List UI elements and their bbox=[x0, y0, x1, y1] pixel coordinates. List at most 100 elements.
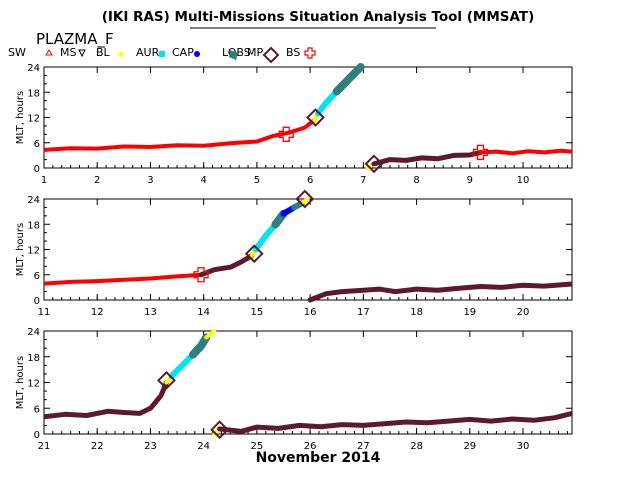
x-axis-label: November 2014 bbox=[256, 450, 381, 466]
bs-diamond-marker bbox=[295, 189, 315, 209]
series-line bbox=[332, 63, 365, 96]
series-line bbox=[478, 148, 572, 156]
x-tick-label: 2 bbox=[94, 175, 100, 186]
dot-icon bbox=[118, 51, 124, 57]
triangle-up-icon bbox=[45, 49, 53, 56]
cross-marker bbox=[193, 267, 209, 283]
legend-item: BS bbox=[262, 46, 300, 64]
x-tick-label: 25 bbox=[251, 441, 264, 452]
legend-item: SW bbox=[8, 46, 26, 59]
legend-item: CAP bbox=[159, 46, 194, 59]
legend-label: SW bbox=[8, 46, 26, 59]
x-tick-label: 17 bbox=[357, 307, 370, 318]
y-axis-label: MLT, hours bbox=[15, 223, 26, 276]
y-tick-label: 12 bbox=[27, 246, 40, 257]
y-tick-label: 6 bbox=[34, 139, 40, 150]
triangle-down-icon bbox=[78, 49, 86, 58]
cross-marker bbox=[472, 144, 489, 161]
y-axis-label: MLT, hours bbox=[15, 356, 26, 409]
legend-label: MP bbox=[247, 46, 263, 59]
chart-panel-3: 0 6 12 18 24 21 22 23 24 25 26 27 28 29 30 MLT, hours bbox=[15, 327, 573, 452]
legend-label: BS bbox=[286, 46, 300, 59]
series-line bbox=[204, 329, 217, 340]
y-tick-label: 18 bbox=[27, 88, 40, 99]
x-tick-label: 27 bbox=[357, 441, 370, 452]
bs-diamond-marker bbox=[306, 108, 325, 127]
series-line bbox=[189, 333, 211, 359]
x-tick-label: 20 bbox=[517, 307, 530, 318]
x-tick-label: 11 bbox=[38, 307, 51, 318]
y-tick-label: 12 bbox=[27, 114, 40, 125]
series-group bbox=[44, 329, 572, 436]
series-group bbox=[44, 63, 572, 170]
y-tick-label: 6 bbox=[34, 271, 40, 282]
x-tick-label: 24 bbox=[197, 441, 210, 452]
x-tick-label: 6 bbox=[307, 175, 313, 186]
x-tick-label: 8 bbox=[413, 175, 419, 186]
chart-panel-2: 0 6 12 18 24 11 12 13 14 15 16 17 18 19 20 MLT, hours bbox=[15, 189, 573, 318]
x-tick-label: 21 bbox=[38, 441, 51, 452]
bs-diamond-marker bbox=[210, 420, 230, 440]
y-tick-label: 18 bbox=[27, 353, 40, 364]
x-tick-label: 12 bbox=[91, 307, 104, 318]
x-tick-label: 26 bbox=[304, 441, 317, 452]
series-line bbox=[315, 88, 340, 117]
y-tick-label: 12 bbox=[27, 379, 40, 390]
series-line bbox=[371, 149, 483, 167]
y-tick-label: 0 bbox=[34, 430, 40, 441]
y-tick-label: 24 bbox=[27, 63, 40, 74]
x-tick-label: 19 bbox=[463, 307, 476, 318]
x-tick-label: 23 bbox=[144, 441, 157, 452]
legend-item: AUR bbox=[118, 46, 160, 59]
series-line bbox=[168, 351, 196, 380]
legend-item: BL bbox=[78, 46, 111, 59]
dot-icon bbox=[194, 51, 200, 57]
diamond-icon bbox=[262, 46, 280, 64]
x-tick-label: 9 bbox=[467, 175, 473, 186]
y-axis-label: MLT, hours bbox=[15, 91, 26, 144]
x-tick-label: 1 bbox=[41, 175, 47, 186]
series-line bbox=[307, 281, 572, 303]
bs-diamond-marker bbox=[364, 154, 384, 174]
x-tick-label: 29 bbox=[463, 441, 476, 452]
x-tick-label: 15 bbox=[251, 307, 264, 318]
y-tick-label: 0 bbox=[34, 296, 40, 307]
mission-name: PLAZMA_F bbox=[36, 30, 114, 49]
bs-diamond-marker bbox=[244, 244, 264, 264]
legend-label: CAP bbox=[172, 46, 194, 59]
x-tick-label: 18 bbox=[410, 307, 423, 318]
series-line bbox=[44, 272, 203, 286]
series-line bbox=[198, 253, 255, 278]
y-tick-label: 0 bbox=[34, 164, 40, 175]
x-tick-label: 4 bbox=[200, 175, 206, 186]
bs-diamond-marker bbox=[157, 370, 176, 390]
x-tick-label: 22 bbox=[91, 441, 104, 452]
legend-label: MS bbox=[60, 46, 76, 59]
square-icon bbox=[159, 51, 165, 57]
series-group bbox=[44, 197, 572, 303]
x-tick-label: 3 bbox=[147, 175, 153, 186]
series-line bbox=[217, 410, 572, 434]
y-tick-label: 6 bbox=[34, 404, 40, 415]
x-tick-label: 14 bbox=[197, 307, 210, 318]
x-tick-label: 13 bbox=[144, 307, 157, 318]
legend: SW MS BL AUR CAPLOBSMP BS bbox=[8, 46, 316, 64]
x-tick-label: 28 bbox=[410, 441, 423, 452]
series-line bbox=[300, 197, 310, 206]
cross-marker bbox=[278, 126, 294, 142]
x-tick-label: 30 bbox=[517, 441, 530, 452]
x-tick-label: 5 bbox=[254, 175, 260, 186]
series-line bbox=[44, 380, 169, 420]
x-tick-label: 16 bbox=[304, 307, 317, 318]
legend-item bbox=[304, 47, 316, 59]
legend-item: MP bbox=[229, 46, 263, 60]
legend-item: LOBS bbox=[194, 46, 251, 59]
y-tick-label: 18 bbox=[27, 220, 40, 231]
x-tick-label: 7 bbox=[360, 175, 366, 186]
legend-label: AUR bbox=[136, 46, 160, 59]
flag-icon bbox=[229, 50, 238, 60]
legend-label: BL bbox=[96, 46, 111, 59]
